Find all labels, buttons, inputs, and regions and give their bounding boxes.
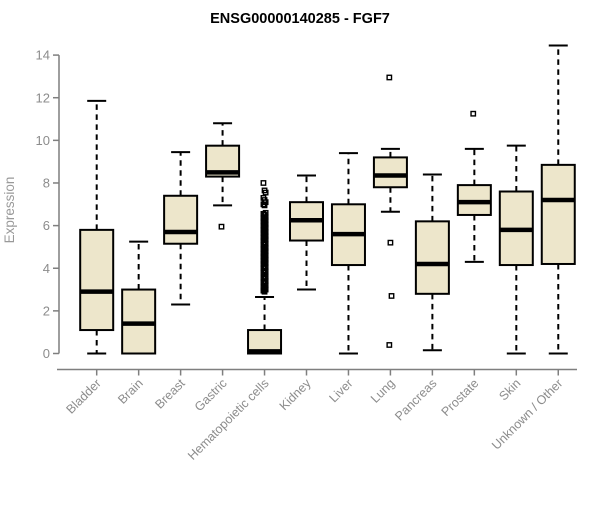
outlier-hematopoietic-cells (261, 288, 268, 295)
y-tick-label-8: 8 (43, 176, 50, 191)
y-tick-label-6: 6 (43, 218, 50, 233)
boxplot-bladder (79, 99, 115, 355)
outlier-lung (386, 74, 393, 81)
y-tick-label-2: 2 (43, 303, 50, 318)
boxplot-unknown-other (540, 44, 576, 355)
x-tick-label-hematopoietic-cells: Hematopoietic cells (185, 376, 272, 463)
boxplot-lung (372, 74, 408, 348)
boxplot-liver (330, 152, 366, 355)
box-bladder (79, 228, 115, 332)
x-tick-label-unknown-other: Unknown / Other (489, 376, 565, 452)
boxplot-gastric (205, 122, 241, 230)
outlier-prostate (470, 110, 477, 117)
outlier-hematopoietic-cells (262, 189, 269, 196)
outlier-lung (386, 342, 393, 348)
y-tick-label-14: 14 (36, 48, 50, 63)
box-breast (163, 194, 199, 245)
outlier-lung (388, 293, 395, 299)
y-tick-label-0: 0 (43, 346, 50, 361)
plot-area: 0 2 4 6 8 10 12 14 Bladder Brain Breast GastricHema… (36, 44, 577, 463)
boxplot-kidney (289, 174, 324, 291)
boxplot-prostate (456, 110, 492, 263)
y-axis-title: Expression (2, 177, 17, 244)
outlier-gastric (218, 223, 225, 230)
chart-title: ENSG00000140285 - FGF7 (210, 11, 390, 27)
x-tick-label-kidney: Kidney (277, 376, 314, 413)
boxplot-hematopoietic-cells (247, 180, 283, 355)
boxplot-skin (498, 144, 534, 355)
outlier-hematopoietic-cells (260, 287, 267, 294)
x-tick-label-pancreas: Pancreas (392, 376, 439, 423)
outlier-hematopoietic-cells (260, 180, 267, 186)
x-tick-label-liver: Liver (327, 376, 356, 405)
y-tick-label-10: 10 (36, 133, 50, 148)
x-tick-label-breast: Breast (152, 376, 188, 412)
x-tick-label-brain: Brain (115, 376, 146, 407)
outlier-hematopoietic-cells (260, 201, 267, 208)
x-tick-label-lung: Lung (368, 376, 398, 406)
outlier-hematopoietic-cells (261, 202, 268, 209)
x-tick-label-gastric: Gastric (192, 376, 230, 414)
y-tick-label-4: 4 (43, 261, 50, 276)
x-tick-label-prostate: Prostate (439, 376, 482, 419)
boxplot-brain (121, 240, 157, 355)
box-unknown-other (540, 163, 576, 265)
box-lung (372, 156, 408, 189)
boxplot-pancreas (414, 173, 450, 352)
x-tick-label-skin: Skin (496, 376, 523, 403)
y-tick-label-12: 12 (36, 90, 50, 105)
box-pancreas (414, 220, 450, 295)
boxplot-breast (163, 151, 199, 306)
x-tick-label-bladder: Bladder (63, 376, 103, 416)
outlier-lung (387, 239, 394, 246)
